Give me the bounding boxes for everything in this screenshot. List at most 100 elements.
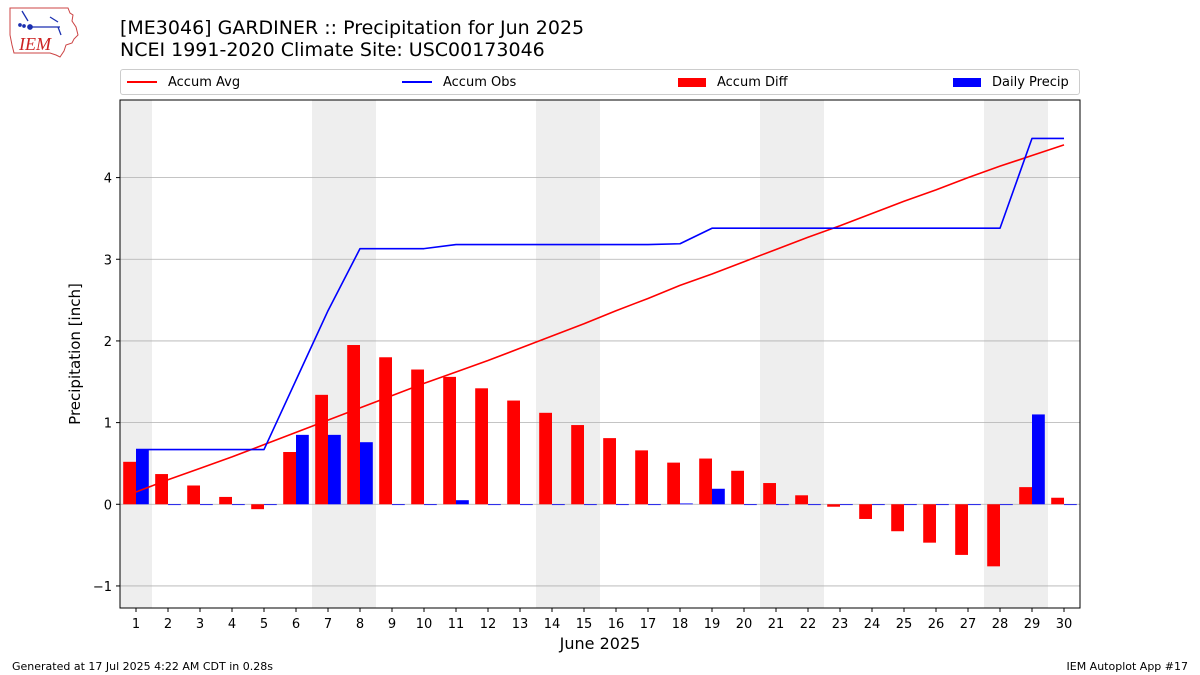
x-tick-label: 19	[704, 617, 721, 632]
accum-diff-bar	[827, 504, 840, 507]
daily-precip-bar	[424, 504, 437, 506]
y-axis-label: Precipitation [inch]	[66, 283, 84, 425]
x-axis-label: June 2025	[559, 634, 641, 653]
x-tick-label: 10	[416, 617, 433, 632]
daily-precip-bar	[200, 504, 213, 506]
legend-label-daily-precip: Daily Precip	[992, 74, 1069, 90]
legend-swatch-daily-precip	[953, 77, 981, 87]
daily-precip-bar	[872, 504, 885, 506]
legend-label-accum-diff: Accum Diff	[717, 74, 788, 90]
weekend-shade	[1016, 100, 1048, 608]
daily-precip-bar	[968, 504, 981, 506]
y-tick-label: −1	[93, 580, 112, 595]
daily-precip-bar	[744, 504, 757, 506]
x-tick-label: 2	[164, 617, 172, 632]
x-tick-label: 30	[1056, 617, 1073, 632]
weekend-shade	[792, 100, 824, 608]
x-tick-label: 12	[480, 617, 497, 632]
accum-diff-bar	[891, 504, 904, 532]
x-tick-label: 9	[388, 617, 396, 632]
accum-diff-bar	[795, 495, 808, 505]
accum-diff-bar	[699, 458, 712, 505]
x-tick-label: 1	[132, 617, 140, 632]
x-tick-label: 23	[832, 617, 849, 632]
accum-diff-bar	[667, 462, 680, 505]
legend-label-accum-obs: Accum Obs	[443, 74, 517, 90]
daily-precip-bar	[296, 434, 309, 505]
accum-avg-line	[135, 144, 1065, 493]
daily-precip-bar	[328, 434, 341, 505]
x-tick-label: 20	[736, 617, 753, 632]
accum-diff-bar	[507, 400, 520, 505]
legend-label-accum-avg: Accum Avg	[168, 74, 241, 90]
daily-precip-bar	[840, 504, 853, 506]
x-tick-label: 17	[640, 617, 657, 632]
accum-diff-bar	[443, 376, 456, 505]
weekend-shade	[536, 100, 568, 608]
x-tick-label: 25	[896, 617, 913, 632]
x-tick-label: 3	[196, 617, 204, 632]
accum-diff-bar	[411, 369, 424, 505]
accum-diff-bar	[283, 452, 296, 505]
accum-diff-bar	[219, 496, 232, 505]
accum-diff-bar	[571, 425, 584, 505]
x-tick-label: 4	[228, 617, 236, 632]
accum-diff-bar	[379, 357, 392, 505]
iem-logo: IEM	[6, 5, 82, 61]
legend-item-accum-avg: Accum Avg	[127, 70, 240, 94]
accum-diff-bar	[955, 504, 968, 555]
y-tick-label: 0	[104, 498, 112, 513]
daily-precip-bar	[680, 503, 693, 505]
daily-precip-bar	[232, 504, 245, 506]
legend-item-accum-obs: Accum Obs	[402, 70, 516, 94]
x-tick-label: 16	[608, 617, 625, 632]
daily-precip-bar	[936, 504, 949, 506]
daily-precip-bar	[584, 504, 597, 506]
x-tick-label: 11	[448, 617, 465, 632]
accum-diff-bar	[155, 474, 168, 505]
legend-swatch-accum-obs	[402, 81, 432, 83]
daily-precip-bar	[1000, 504, 1013, 506]
accum-obs-line	[136, 137, 1064, 451]
accum-diff-bar	[731, 470, 744, 505]
daily-precip-bar	[648, 504, 661, 506]
legend: Accum Avg Accum Obs Accum Diff Daily Pre…	[120, 69, 1080, 95]
x-tick-label: 27	[960, 617, 977, 632]
x-tick-label: 5	[260, 617, 268, 632]
x-tick-label: 13	[512, 617, 529, 632]
x-tick-label: 6	[292, 617, 300, 632]
accum-diff-bar	[923, 504, 936, 543]
weekend-shade	[312, 100, 344, 608]
accum-diff-bar	[251, 504, 264, 510]
daily-precip-bar	[360, 442, 373, 505]
accum-diff-bar	[603, 438, 616, 505]
daily-precip-bar	[616, 504, 629, 506]
accum-diff-bar	[187, 485, 200, 505]
plot-frame	[119, 99, 1081, 609]
x-tick-label: 26	[928, 617, 945, 632]
daily-precip-bar	[520, 504, 533, 506]
x-tick-label: 21	[768, 617, 785, 632]
accum-diff-bar	[347, 345, 360, 505]
x-tick-label: 29	[1024, 617, 1041, 632]
daily-precip-bar	[904, 504, 917, 506]
legend-item-accum-diff: Accum Diff	[678, 70, 788, 94]
accum-diff-bar	[475, 388, 488, 505]
footer-app: IEM Autoplot App #17	[1066, 660, 1189, 673]
accum-diff-bar	[123, 461, 136, 505]
daily-precip-bar	[264, 504, 277, 506]
weekend-shade	[120, 100, 152, 608]
accum-diff-bar	[1051, 497, 1064, 505]
daily-precip-bar	[456, 500, 469, 505]
daily-precip-bar	[776, 504, 789, 506]
daily-precip-bar	[712, 488, 725, 505]
daily-precip-bar	[808, 504, 821, 506]
x-tick-label: 22	[800, 617, 817, 632]
chart-subtitle: NCEI 1991-2020 Climate Site: USC00173046	[120, 39, 545, 61]
daily-precip-bar	[488, 504, 501, 506]
legend-swatch-accum-avg	[127, 81, 157, 83]
accum-diff-bar	[987, 504, 1000, 567]
weekend-shade	[568, 100, 600, 608]
x-tick-label: 18	[672, 617, 689, 632]
